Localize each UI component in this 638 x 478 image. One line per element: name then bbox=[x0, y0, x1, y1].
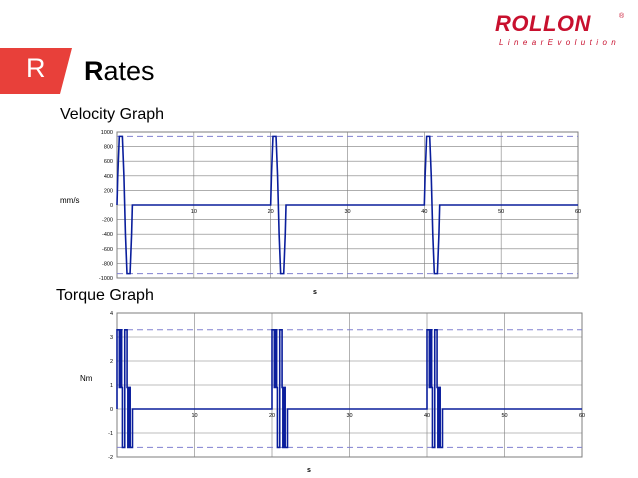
logo-tagline: LinearEvolution bbox=[499, 38, 621, 47]
torque-x-tick-label: 10 bbox=[191, 413, 197, 419]
velocity-y-axis-label: mm/s bbox=[60, 196, 80, 205]
velocity-y-tick-label: -800 bbox=[102, 261, 113, 267]
torque-series-line bbox=[116, 328, 582, 449]
velocity-y-tick-label: -400 bbox=[102, 232, 113, 238]
torque-x-axis-label: s bbox=[307, 467, 311, 474]
velocity-chart-title: Velocity Graph bbox=[60, 106, 165, 123]
torque-y-tick-label: 0 bbox=[110, 407, 113, 413]
velocity-y-tick-label: -1000 bbox=[99, 276, 113, 282]
page-title: Rates bbox=[84, 56, 155, 87]
logo-registered-mark: ® bbox=[619, 13, 625, 20]
velocity-y-tick-label: 200 bbox=[104, 188, 113, 194]
torque-x-tick-label: 30 bbox=[346, 413, 352, 419]
torque-x-tick-label: 60 bbox=[579, 413, 585, 419]
velocity-x-tick-label: 50 bbox=[498, 209, 504, 215]
page-title-first-letter: R bbox=[84, 56, 104, 86]
velocity-y-tick-label: 600 bbox=[104, 159, 113, 165]
torque-y-tick-label: -1 bbox=[108, 431, 113, 437]
velocity-x-tick-label: 30 bbox=[344, 209, 350, 215]
velocity-x-tick-label: 20 bbox=[268, 209, 274, 215]
velocity-y-tick-label: 400 bbox=[104, 174, 113, 180]
velocity-y-tick-label: 800 bbox=[104, 145, 113, 151]
torque-y-tick-label: 4 bbox=[110, 311, 113, 317]
velocity-series-line bbox=[116, 135, 578, 275]
velocity-y-tick-label: -600 bbox=[102, 247, 113, 253]
torque-chart-title: Torque Graph bbox=[56, 287, 154, 304]
torque-x-tick-label: 40 bbox=[424, 413, 430, 419]
velocity-y-tick-label: 1000 bbox=[101, 130, 113, 136]
logo-brand-text: ROLLON bbox=[495, 11, 591, 36]
velocity-x-axis-label: s bbox=[313, 289, 317, 296]
velocity-x-tick-label: 40 bbox=[421, 209, 427, 215]
velocity-x-tick-label: 10 bbox=[191, 209, 197, 215]
torque-x-tick-label: 50 bbox=[501, 413, 507, 419]
torque-y-tick-label: 2 bbox=[110, 359, 113, 365]
torque-x-tick-label: 20 bbox=[269, 413, 275, 419]
velocity-x-tick-label: 60 bbox=[575, 209, 581, 215]
badge-shape bbox=[0, 48, 72, 94]
velocity-y-tick-label: 0 bbox=[110, 203, 113, 209]
badge-letter: R bbox=[26, 53, 46, 83]
torque-y-tick-label: -2 bbox=[108, 455, 113, 461]
torque-y-axis-label: Nm bbox=[80, 374, 93, 383]
page-title-rest: ates bbox=[103, 56, 155, 86]
velocity-y-tick-label: -200 bbox=[102, 218, 113, 224]
torque-y-tick-label: 3 bbox=[110, 335, 113, 341]
section-badge bbox=[0, 48, 72, 94]
rollon-logo: ROLLON ® LinearEvolution bbox=[495, 12, 625, 48]
torque-y-tick-label: 1 bbox=[110, 383, 113, 389]
